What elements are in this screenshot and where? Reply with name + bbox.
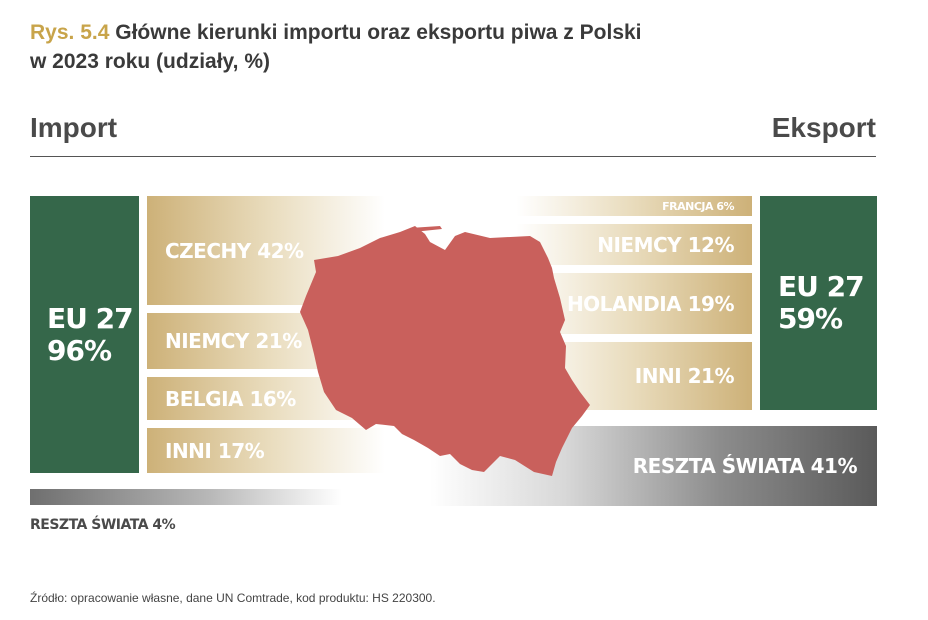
export-eu27-label: EU 27	[778, 270, 865, 303]
title-line-1: Główne kierunki importu oraz eksportu pi…	[115, 21, 642, 44]
import-header: Import	[30, 112, 118, 143]
hel-peninsula	[410, 226, 442, 232]
chart-title: Rys. 5.4 Główne kierunki importu oraz ek…	[30, 18, 730, 76]
poland-shape	[300, 226, 590, 476]
import-band-inni: INNI 17%	[147, 428, 452, 473]
import-eu27-label: EU 27	[47, 301, 134, 335]
export-band-francja: FRANCJA 6%	[450, 196, 752, 216]
figure-number: Rys. 5.4	[30, 21, 110, 44]
import-rest-of-world-label: RESZTA ŚWIATA 4%	[30, 517, 176, 533]
poland-map	[300, 226, 590, 476]
export-header: Eksport	[771, 112, 876, 143]
import-eu27-box: EU 27 96%	[30, 196, 139, 473]
import-eu27-value: 96%	[47, 333, 112, 367]
header-divider	[30, 156, 876, 157]
export-eu27-value: 59%	[778, 302, 843, 335]
title-line-2: w 2023 roku (udziały, %)	[30, 50, 271, 73]
export-eu27-box: EU 27 59%	[760, 196, 877, 410]
source-note: Źródło: opracowanie własne, dane UN Comt…	[30, 591, 436, 605]
